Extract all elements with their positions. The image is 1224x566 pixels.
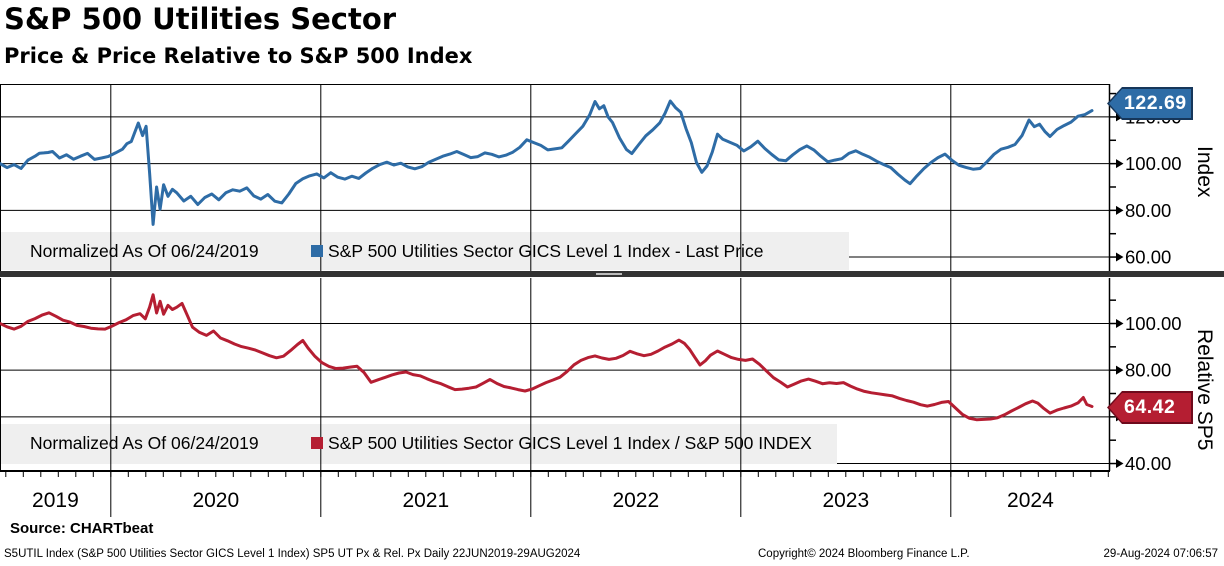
x-axis: 2019 2020 2021 2022 2023 2024: [0, 471, 1110, 517]
normalized-note: Normalized As Of 06/24/2019: [30, 241, 259, 261]
x-axis-year-label: 2023: [822, 489, 869, 512]
svg-text:60.00: 60.00: [1125, 247, 1171, 268]
last-relative-value: 64.42: [1109, 393, 1191, 422]
legend-relative[interactable]: Normalized As Of 06/24/2019 S&P 500 Util…: [0, 433, 860, 455]
page-subtitle: Price & Price Relative to S&P 500 Index: [4, 44, 473, 68]
relative-series-swatch-icon: [311, 437, 323, 449]
x-axis-year-label: 2019: [32, 489, 79, 512]
x-axis-year-label: 2021: [402, 489, 449, 512]
svg-text:100.00: 100.00: [1125, 313, 1182, 334]
footer: S5UTIL Index (S&P 500 Utilities Sector G…: [0, 548, 1224, 564]
y-axis-title-relative-sp5: Relative SP5: [1193, 329, 1216, 451]
price-series-swatch-icon: [311, 245, 323, 257]
last-price-flag-relative: 64.42: [1107, 391, 1193, 424]
panel-divider[interactable]: [0, 271, 1224, 277]
last-price-value: 122.69: [1109, 89, 1191, 118]
page-title: S&P 500 Utilities Sector: [4, 2, 397, 36]
x-axis-year-label: 2024: [1007, 489, 1054, 512]
legend-price[interactable]: Normalized As Of 06/24/2019 S&P 500 Util…: [0, 241, 860, 263]
svg-text:100.00: 100.00: [1125, 153, 1182, 174]
normalized-note: Normalized As Of 06/24/2019: [30, 433, 259, 453]
y-axis-title-index: Index: [1193, 146, 1216, 198]
svg-text:80.00: 80.00: [1125, 200, 1171, 221]
x-axis-year-label: 2022: [612, 489, 659, 512]
svg-text:80.00: 80.00: [1125, 360, 1171, 381]
relative-series-label: S&P 500 Utilities Sector GICS Level 1 In…: [328, 433, 812, 453]
panel-divider-handle[interactable]: [596, 273, 622, 275]
footer-timestamp: 29-Aug-2024 07:06:57: [1103, 548, 1218, 560]
svg-text:40.00: 40.00: [1125, 453, 1171, 471]
footer-copyright: Copyright© 2024 Bloomberg Finance L.P.: [758, 548, 970, 560]
source-line: Source: CHARTbeat: [10, 520, 154, 537]
last-price-flag-price: 122.69: [1107, 87, 1193, 120]
x-axis-year-label: 2020: [192, 489, 239, 512]
price-series-label: S&P 500 Utilities Sector GICS Level 1 In…: [328, 241, 764, 261]
footer-ticker-info: S5UTIL Index (S&P 500 Utilities Sector G…: [4, 548, 581, 560]
